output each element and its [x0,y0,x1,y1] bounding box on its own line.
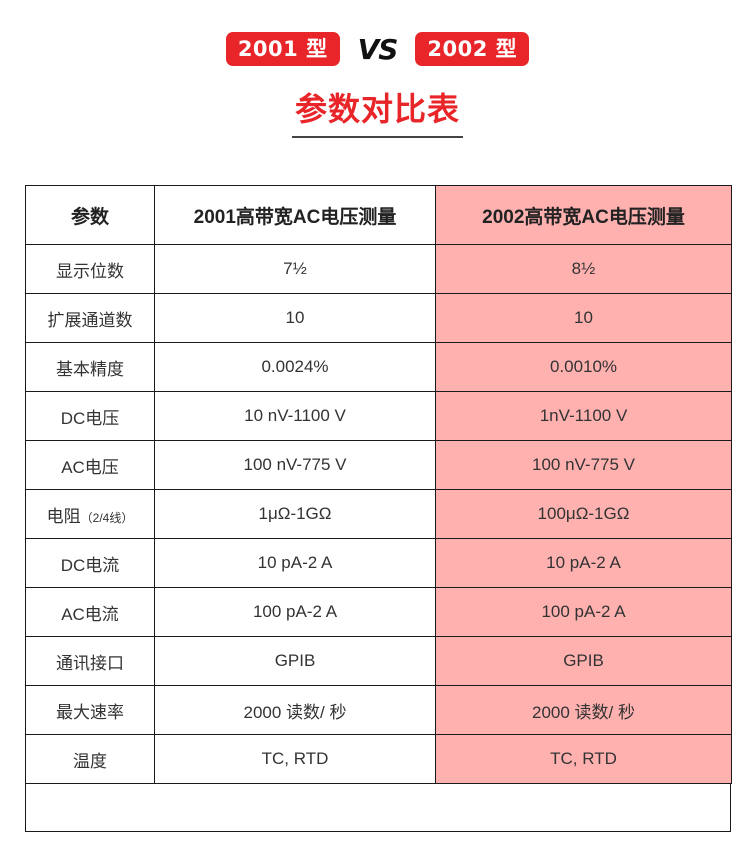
model-badges: 2001 型 VS 2002 型 [0,32,755,66]
param-cell: AC电流 [25,587,155,637]
model-2002-value: 10 [435,293,732,343]
model-2001-value: GPIB [154,636,436,686]
param-cell: 基本精度 [25,342,155,392]
model-2001-badge: 2001 型 [225,32,340,66]
param-cell: 最大速率 [25,685,155,735]
param-cell: 电阻（2/4线） [25,489,155,539]
model-2002-value: 100 pA-2 A [435,587,732,637]
param-cell: DC电压 [25,391,155,441]
param-label: 电阻 [46,506,81,526]
model-2002-value: 1nV-1100 V [435,391,732,441]
table-row: 最大速率 2000 读数/ 秒 2000 读数/ 秒 [25,685,732,735]
model-2001-value: 2000 读数/ 秒 [154,685,436,735]
model-2002-value: GPIB [435,636,732,686]
model-2001-value: 7½ [154,244,436,294]
param-cell: DC电流 [25,538,155,588]
header-model-2002: 2002高带宽AC电压测量 [435,185,732,245]
param-label: 显示位数 [56,261,124,281]
param-cell: 显示位数 [25,244,155,294]
param-label: DC电压 [60,408,120,428]
header-param: 参数 [25,185,155,245]
model-2001-value: 10 [154,293,436,343]
param-cell: 扩展通道数 [25,293,155,343]
page-title: 参数对比表 [291,84,463,138]
model-2001-value: 10 nV-1100 V [154,391,436,441]
table-row: 电阻（2/4线） 1μΩ-1GΩ 100μΩ-1GΩ [25,489,732,539]
param-cell: 温度 [25,734,155,784]
table-header-row: 参数 2001高带宽AC电压测量 2002高带宽AC电压测量 [25,185,732,245]
model-2002-value: 100μΩ-1GΩ [435,489,732,539]
table-row: DC电流 10 pA-2 A 10 pA-2 A [25,538,732,588]
model-2001-value: 0.0024% [154,342,436,392]
param-label: AC电压 [61,457,119,477]
model-2001-value: 100 nV-775 V [154,440,436,490]
param-note: （2/4线） [80,510,134,525]
table-empty-footer-row [25,784,731,832]
table-row: 通讯接口 GPIB GPIB [25,636,732,686]
title-wrap: 参数对比表 [0,84,755,138]
model-2002-value: 2000 读数/ 秒 [435,685,732,735]
model-2001-value: TC, RTD [154,734,436,784]
table-row: 显示位数 7½ 8½ [25,244,732,294]
model-2001-value: 1μΩ-1GΩ [154,489,436,539]
param-label: DC电流 [60,555,120,575]
table-row: 扩展通道数 10 10 [25,293,732,343]
model-2002-value: 100 nV-775 V [435,440,732,490]
param-label: 最大速率 [56,702,124,722]
model-2002-value: 8½ [435,244,732,294]
model-2002-value: 0.0010% [435,342,732,392]
model-2001-value: 10 pA-2 A [154,538,436,588]
table-row: 基本精度 0.0024% 0.0010% [25,342,732,392]
param-label: 温度 [73,751,107,771]
vs-label: VS [357,32,399,66]
param-label: 扩展通道数 [47,310,133,330]
table-row: AC电流 100 pA-2 A 100 pA-2 A [25,587,732,637]
model-2001-value: 100 pA-2 A [154,587,436,637]
model-2002-value: 10 pA-2 A [435,538,732,588]
table-row: 温度 TC, RTD TC, RTD [25,734,732,784]
table-row: AC电压 100 nV-775 V 100 nV-775 V [25,440,732,490]
table-row: DC电压 10 nV-1100 V 1nV-1100 V [25,391,732,441]
param-cell: AC电压 [25,440,155,490]
param-label: 基本精度 [56,359,124,379]
param-cell: 通讯接口 [25,636,155,686]
page-header: 2001 型 VS 2002 型 参数对比表 [0,0,755,185]
comparison-table: 参数 2001高带宽AC电压测量 2002高带宽AC电压测量 显示位数 7½ 8½ 扩… [25,185,732,784]
header-model-2001: 2001高带宽AC电压测量 [154,185,436,245]
param-label: 通讯接口 [56,653,124,673]
model-2002-value: TC, RTD [435,734,732,784]
param-label: AC电流 [61,604,119,624]
model-2002-badge: 2002 型 [415,32,530,66]
